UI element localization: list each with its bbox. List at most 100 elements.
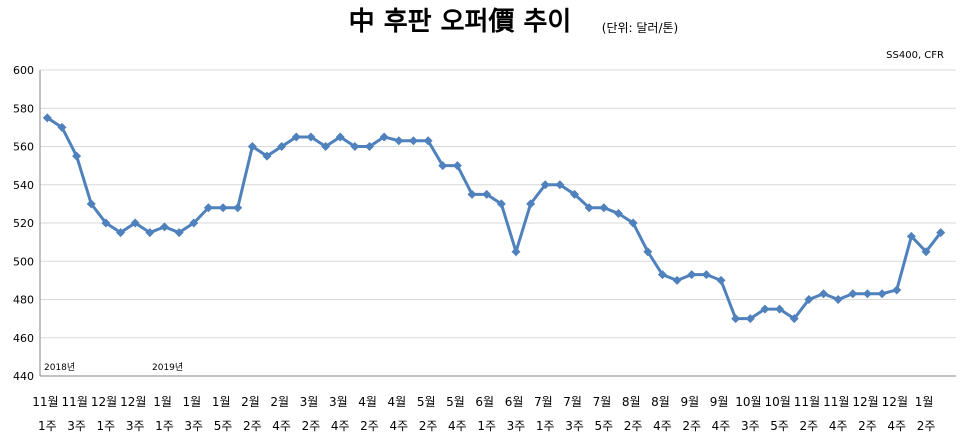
point [101, 218, 111, 228]
subtitle: SS400, CFR [886, 50, 944, 61]
x-tick-label: 11월 3주 [62, 395, 92, 433]
point [247, 142, 257, 151]
point [848, 289, 858, 299]
x-tick-label: 12월 2주 [852, 395, 882, 433]
point [423, 136, 433, 146]
y-tick-label: 440 [13, 370, 34, 383]
point [306, 132, 316, 142]
point [570, 189, 580, 199]
x-tick-label: 12월 1주 [91, 395, 121, 433]
point [511, 247, 521, 257]
point [877, 289, 887, 299]
point [350, 142, 360, 151]
x-tick-label: 1월 1주 [153, 395, 176, 433]
point [321, 142, 331, 151]
x-tick-label: 7월 3주 [563, 395, 586, 433]
point [716, 275, 726, 285]
x-tick-label: 1월 3주 [183, 395, 206, 433]
point [116, 228, 126, 238]
point [833, 295, 843, 304]
point [540, 180, 550, 190]
x-tick-label: 8월 4주 [651, 395, 674, 433]
x-tick-label: 4월 4주 [388, 395, 411, 433]
x-tick-label: 1월 5주 [212, 395, 235, 433]
point [687, 270, 697, 280]
point [291, 132, 301, 142]
x-tick-label: 12월 3주 [120, 395, 150, 433]
point [775, 304, 785, 314]
x-tick-label: 5월 2주 [417, 395, 440, 433]
point [42, 113, 52, 123]
point [379, 132, 389, 142]
annotation: 2019년 [152, 362, 183, 373]
point [130, 218, 140, 228]
point [174, 228, 184, 238]
point [862, 289, 872, 299]
x-tick-label: 11월 2주 [794, 395, 824, 433]
point [555, 180, 565, 190]
point [277, 142, 287, 151]
x-tick-label: 8월 2주 [622, 395, 645, 433]
x-tick-label: 11월 4주 [823, 395, 853, 433]
point [657, 270, 667, 280]
point [745, 314, 755, 324]
x-tick-label: 11월 1주 [32, 395, 62, 433]
point [892, 285, 902, 295]
y-tick-label: 460 [13, 332, 34, 345]
point [482, 189, 492, 199]
point [628, 218, 638, 228]
point [701, 270, 711, 280]
unit-note: (단위: 달러/톤) [602, 21, 678, 35]
x-tick-label: 7월 1주 [534, 395, 557, 433]
point [86, 199, 96, 209]
point [262, 151, 272, 161]
y-tick-label: 580 [13, 102, 34, 115]
series-line [46, 116, 942, 321]
point [218, 203, 228, 213]
y-tick-label: 600 [13, 64, 34, 77]
y-tick-label: 500 [13, 255, 34, 268]
x-tick-label: 3월 2주 [300, 395, 323, 433]
x-tick-label: 7월 5주 [593, 395, 616, 433]
point [394, 136, 404, 146]
point [760, 304, 770, 314]
point [189, 218, 199, 228]
x-tick-label: 10월 5주 [765, 395, 795, 433]
point [159, 222, 169, 232]
point [467, 189, 477, 199]
point [804, 295, 814, 304]
annotation: 2018년 [44, 362, 75, 373]
point [731, 314, 741, 324]
x-tick-label: 6월 1주 [475, 395, 498, 433]
x-tick-label: 3월 4주 [329, 395, 352, 433]
point [335, 132, 345, 142]
point [365, 142, 375, 151]
point [72, 151, 82, 161]
y-tick-label: 480 [13, 294, 34, 307]
point [672, 275, 682, 285]
point [789, 314, 799, 324]
x-tick-label: 12월 4주 [882, 395, 912, 433]
point [584, 203, 594, 213]
y-tick-label: 520 [13, 217, 34, 230]
x-tick-label: 9월 4주 [710, 395, 733, 433]
point [921, 247, 931, 257]
point [408, 136, 418, 146]
point [496, 199, 506, 209]
point [203, 203, 213, 213]
point [438, 161, 448, 171]
point [452, 161, 462, 171]
point [819, 289, 829, 299]
point [643, 247, 653, 257]
point [526, 199, 536, 209]
x-tick-label: 10월 3주 [735, 395, 765, 433]
chart-title: 中 후판 오퍼價 추이 [349, 7, 572, 37]
point [936, 228, 946, 238]
x-tick-label: 6월 3주 [505, 395, 528, 433]
point [233, 203, 243, 213]
point [57, 122, 67, 132]
x-tick-label: 1월 2주 [915, 395, 938, 433]
point [599, 203, 609, 213]
x-tick-label: 4월 2주 [358, 395, 381, 433]
